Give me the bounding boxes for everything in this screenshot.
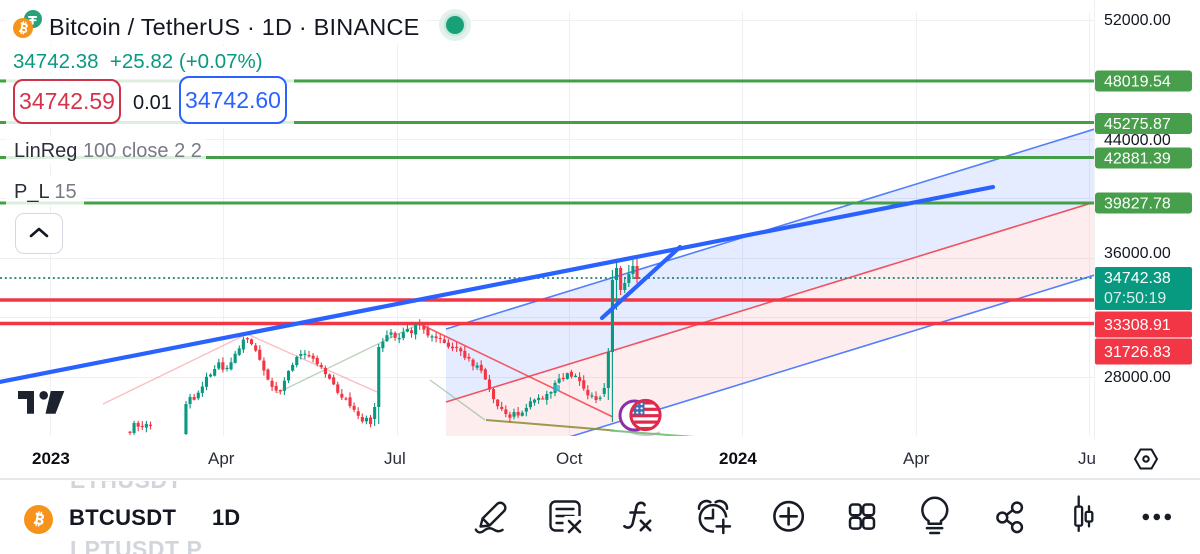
- svg-text:28000.00: 28000.00: [1104, 369, 1171, 386]
- svg-text:45275.87: 45275.87: [1104, 116, 1171, 133]
- svg-text:42881.39: 42881.39: [1104, 151, 1171, 168]
- svg-text:31726.83: 31726.83: [1104, 344, 1171, 361]
- svg-text:44000.00: 44000.00: [1104, 132, 1171, 149]
- svg-text:34742.38: 34742.38: [1104, 270, 1171, 287]
- svg-text:33308.91: 33308.91: [1104, 317, 1171, 334]
- svg-text:07:50:19: 07:50:19: [1104, 290, 1166, 307]
- svg-text:48019.54: 48019.54: [1104, 74, 1171, 91]
- svg-text:39827.78: 39827.78: [1104, 196, 1171, 213]
- svg-text:36000.00: 36000.00: [1104, 245, 1171, 262]
- svg-text:52000.00: 52000.00: [1104, 12, 1171, 29]
